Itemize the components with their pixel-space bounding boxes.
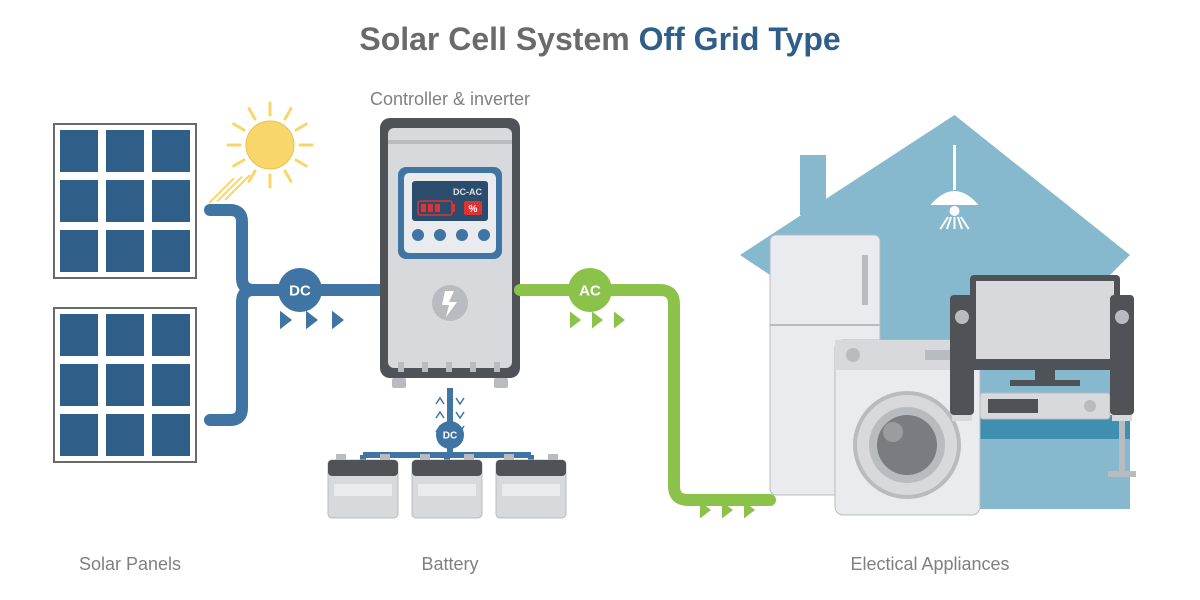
diagram-canvas: Solar Cell System Off Grid Type DC-AC% DC D…: [0, 0, 1200, 600]
inverter: DC-AC%: [380, 118, 520, 388]
svg-text:DC: DC: [289, 282, 311, 299]
dc-badge-1: DC: [278, 268, 322, 312]
solar_panels-label: Solar Panels: [79, 554, 181, 574]
ac-badge: AC: [568, 268, 612, 312]
svg-text:DC: DC: [443, 431, 457, 442]
svg-text:%: %: [469, 204, 478, 215]
title: Solar Cell System Off Grid Type: [359, 21, 840, 57]
batteries: [328, 454, 566, 518]
dc-badge-2: DC: [436, 421, 464, 449]
battery-label: Battery: [421, 554, 478, 574]
svg-text:AC: AC: [579, 282, 601, 299]
controller-label: Controller & inverter: [370, 89, 530, 109]
dcac-label: DC-AC: [453, 187, 482, 197]
appliances-label: Electical Appliances: [850, 554, 1009, 574]
